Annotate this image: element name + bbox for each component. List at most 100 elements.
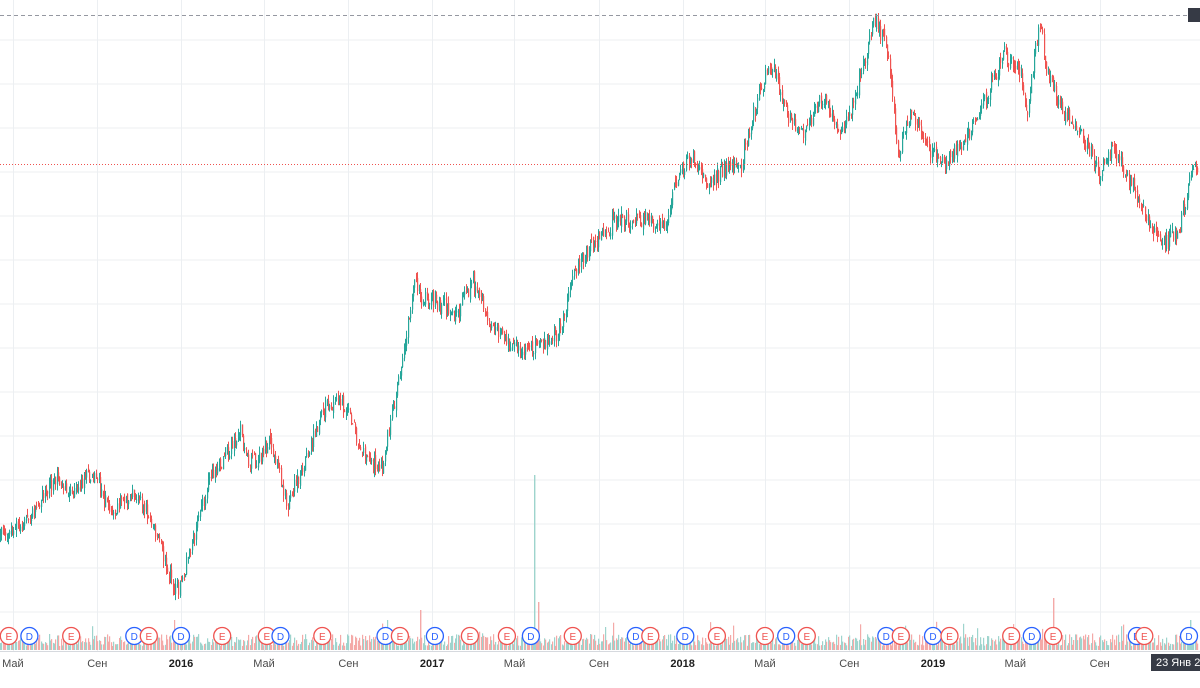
volume-bar (674, 635, 676, 650)
volume-bar (1087, 637, 1089, 650)
event-marker-letter: D (131, 632, 138, 643)
volume-bar (167, 639, 169, 650)
candle-body (117, 503, 119, 514)
candle-body (838, 129, 840, 131)
candle-body (281, 468, 283, 487)
candle-body (713, 177, 715, 185)
volume-bar (1152, 642, 1154, 650)
earnings-marker[interactable]: E (213, 626, 232, 646)
volume-bar (412, 638, 414, 650)
candle-body (473, 273, 475, 283)
earnings-marker[interactable]: E (139, 626, 158, 646)
earnings-marker[interactable]: E (62, 626, 81, 646)
volume-bar (1037, 637, 1039, 650)
dividend-marker[interactable]: D (1022, 626, 1041, 646)
volume-bar (292, 645, 294, 650)
volume-bar (452, 635, 454, 650)
dividend-marker[interactable]: D (676, 626, 695, 646)
candle-body (439, 298, 441, 310)
earnings-marker[interactable]: E (755, 626, 775, 646)
candle-body (366, 456, 368, 462)
candle-body (444, 298, 446, 300)
candle-body (0, 532, 2, 536)
candle-body (873, 17, 875, 26)
volume-bar (1004, 638, 1006, 650)
earnings-marker[interactable]: E (460, 626, 480, 646)
dividend-marker[interactable]: D (1179, 626, 1199, 646)
earnings-marker[interactable]: E (940, 626, 959, 646)
x-tick-label: 2017 (420, 658, 444, 670)
volume-bar (441, 636, 443, 650)
dividend-marker[interactable]: D (626, 626, 646, 646)
earnings-marker[interactable]: E (313, 626, 332, 646)
volume-bar (776, 637, 778, 650)
earnings-marker[interactable]: E (891, 626, 910, 646)
dividend-marker[interactable]: D (923, 626, 943, 646)
candle-body (657, 223, 659, 226)
volume-bar (491, 640, 493, 650)
candle-body (254, 454, 256, 455)
volume-bar (443, 644, 445, 650)
earnings-marker[interactable]: E (1043, 626, 1063, 646)
candle-body (695, 163, 697, 166)
volume-bar (130, 644, 132, 650)
earnings-marker[interactable]: E (563, 626, 582, 646)
candle-body (1077, 130, 1079, 132)
candle-body (1061, 102, 1063, 107)
volume-bar (189, 639, 191, 650)
volume-bar (1149, 643, 1151, 650)
earnings-marker[interactable]: E (1002, 626, 1021, 646)
volume-bar (865, 639, 867, 650)
candle-body (802, 129, 804, 131)
candle-body (329, 405, 331, 410)
earnings-marker[interactable]: E (641, 626, 660, 646)
volume-bar (918, 645, 920, 650)
earnings-marker[interactable]: E (0, 626, 18, 646)
earnings-marker[interactable]: E (797, 626, 816, 646)
dividend-marker[interactable]: D (20, 626, 39, 646)
volume-bar (406, 642, 408, 650)
earnings-marker[interactable]: E (707, 626, 727, 646)
dividend-marker[interactable]: D (425, 626, 445, 646)
volume-bar (559, 636, 561, 650)
candle-body (1035, 42, 1037, 54)
volume-bar (1180, 643, 1182, 650)
volume-bar (717, 640, 719, 650)
candle-body (315, 433, 317, 437)
volume-bar (70, 644, 72, 650)
candle-body (972, 121, 974, 133)
candle-body (917, 122, 919, 127)
candle-body (938, 157, 940, 159)
volume-bar (570, 639, 572, 650)
candle-body (140, 496, 142, 499)
candle-body (509, 338, 511, 350)
candle-body (805, 130, 807, 141)
volume-bar (117, 644, 119, 650)
volume-bar (625, 638, 627, 650)
volume-bar (976, 645, 978, 650)
volume-bar (363, 639, 365, 650)
volume-bar (518, 645, 520, 650)
earnings-marker[interactable]: E (1135, 626, 1154, 646)
candle-body (471, 283, 473, 285)
volume-bar (662, 639, 664, 650)
volume-bar (703, 645, 705, 650)
volume-bar (737, 638, 739, 650)
candle-body (837, 124, 839, 131)
volume-bar (475, 640, 477, 650)
dividend-marker[interactable]: D (271, 626, 290, 646)
earnings-marker[interactable]: E (497, 626, 517, 646)
candle-body (147, 504, 149, 520)
dividend-marker[interactable]: D (521, 626, 541, 646)
dividend-marker[interactable]: D (171, 626, 191, 646)
candle-body (244, 448, 246, 450)
volume-bar (815, 643, 817, 650)
volume-bar (347, 634, 349, 650)
candle-body (905, 133, 907, 135)
earnings-marker[interactable]: E (390, 626, 410, 646)
volume-bar (294, 637, 296, 650)
candle-body (814, 106, 816, 117)
dividend-marker[interactable]: D (777, 626, 796, 646)
candle-body (914, 113, 916, 115)
